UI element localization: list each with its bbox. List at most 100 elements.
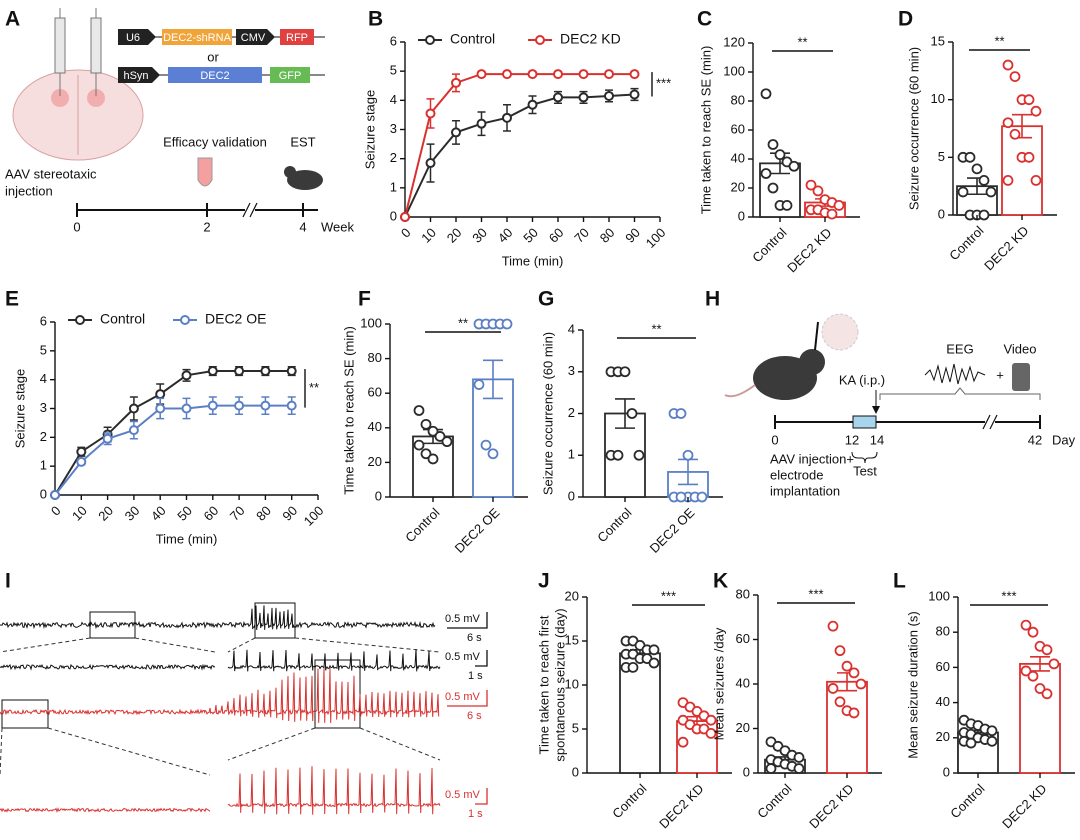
x-tick-label: DEC2 OE [647,505,698,556]
y-tick-label: 60 [368,385,382,400]
syringes [54,8,102,96]
data-point [487,448,499,460]
data-point [682,449,694,461]
significance-label: *** [1001,588,1016,603]
panel-label: B [368,8,383,31]
data-point [978,174,990,186]
data-point [1002,174,1014,186]
y-axis-label: Time taken to reach SE (min) [341,326,356,495]
timeline-label: 0 [771,432,778,447]
x-tick-label: 100 [301,503,327,529]
legend-marker [425,35,435,45]
timeline-label: 0 [73,219,80,234]
significance-label: ** [458,315,468,330]
test-window [852,415,877,429]
y-tick-label: 1 [568,447,575,462]
tube [197,157,213,187]
y-tick-label: 60 [736,631,750,646]
y-tick-label: 40 [736,675,750,690]
y-axis-label: Seizure occurrence (60 min) [906,47,921,210]
y-tick-label: 2 [568,405,575,420]
data-point [427,425,439,437]
data-point [473,379,485,390]
data-point [502,112,512,123]
data-point [476,69,487,80]
y-tick-label: 20 [731,179,745,194]
x-tick-label: Control [609,781,649,821]
timeline-unit: Day [1052,432,1076,447]
injection-site [51,89,69,107]
eeg-wave [924,363,986,385]
series-line [404,93,635,218]
construct-label: RFP [286,32,308,44]
data-point [102,433,113,444]
construct-label: DEC2-shRNA [163,32,232,44]
data-point [793,763,805,774]
mouse-tail [724,384,756,398]
injection-site [87,89,105,107]
x-tick-label: Control [402,505,442,545]
x-tick-label: 70 [571,225,592,246]
data-point [578,92,589,103]
y-tick-label: 2 [40,429,47,444]
scale-amplitude: 0.5 mV [445,651,481,663]
data-point [527,69,538,80]
injection-label: AAV injection+ [770,451,854,466]
data-point [675,491,687,503]
x-tick-label: DEC2 KD [784,225,834,275]
data-point [648,657,660,669]
data-point [767,182,779,194]
y-tick-label: 3 [390,121,397,136]
injection-label: injection [5,183,53,198]
camera [1012,363,1030,391]
bar [1001,125,1043,216]
y-tick-label: 15 [565,632,579,647]
data-point [128,425,139,436]
x-tick-label: DEC2 OE [452,505,503,556]
y-tick-label: 6 [40,313,47,328]
data-point [420,418,432,430]
timeline-label: 2 [203,219,210,234]
gene-box [162,29,232,45]
y-tick-label: 0 [943,764,950,779]
data-point [434,431,446,442]
panel-label: L [893,570,906,593]
data-point [260,366,271,377]
timeline-unit: Week [321,219,354,234]
x-tick-label: 80 [253,503,274,524]
eeg-trace [0,605,436,630]
y-tick-label: 0 [40,486,47,501]
data-point [626,408,638,419]
data-point [527,99,538,110]
x-tick-label: Control [947,781,987,821]
data-point [834,645,846,657]
significance-label: *** [808,586,823,601]
data-point [128,403,139,414]
eeg-trace [0,663,216,671]
data-point [957,186,969,198]
data-point [619,366,631,378]
data-point [812,185,824,197]
mouse [287,170,323,190]
x-tick-label: 0 [48,503,64,519]
x-tick-label: 60 [546,225,567,246]
x-tick-label: 50 [174,503,195,524]
data-point [612,449,624,461]
x-tick-label: 70 [227,503,248,524]
y-axis-label: Seizure stage [12,369,27,449]
y-tick-label: 0 [938,206,945,221]
promoter [118,67,160,83]
data-point [1034,683,1046,694]
timeline-label: 12 [845,432,859,447]
significance-label: *** [661,588,676,603]
data-point [1023,151,1035,163]
panel-a: A U6 DEC2-shRNA CMV RFP or hSyn DEC2 GFP… [5,8,354,235]
eeg-trace [0,807,211,814]
data-point [207,400,218,411]
y-tick-label: 20 [368,454,382,469]
data-point [1002,117,1014,129]
panel-label: G [538,288,554,311]
panel-label: E [5,288,19,311]
y-tick-label: 15 [931,33,945,48]
data-point [677,736,689,748]
